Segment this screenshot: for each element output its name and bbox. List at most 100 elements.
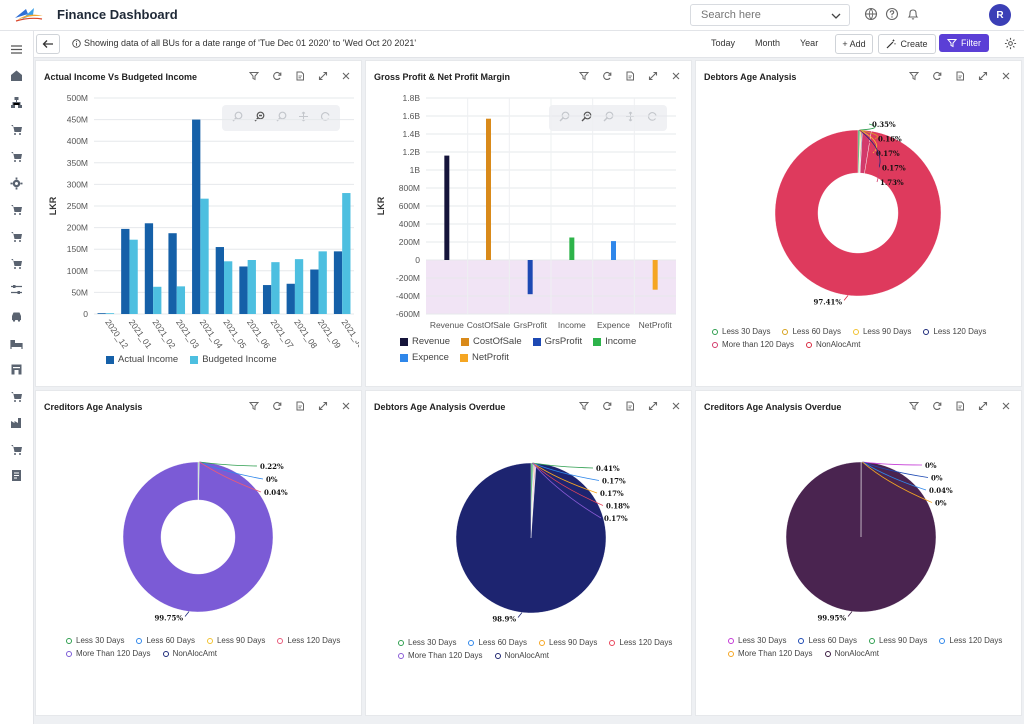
- legend-item[interactable]: Less 120 Days: [923, 327, 986, 336]
- legend-item[interactable]: More Than 120 Days: [66, 649, 151, 658]
- export-pdf-icon[interactable]: [293, 69, 307, 83]
- refresh-icon[interactable]: [270, 69, 284, 83]
- bed-icon[interactable]: [10, 337, 23, 350]
- refresh-icon[interactable]: [930, 69, 944, 83]
- filter-icon[interactable]: [577, 399, 591, 413]
- legend-item[interactable]: Less 30 Days: [398, 638, 456, 647]
- cart-icon[interactable]: [10, 123, 23, 136]
- legend-item[interactable]: More than 120 Days: [712, 340, 794, 349]
- close-icon[interactable]: [339, 399, 353, 413]
- month-button[interactable]: Month: [755, 38, 781, 48]
- org-chart-icon[interactable]: [10, 96, 23, 109]
- legend-label: Less 90 Days: [548, 638, 598, 647]
- bell-icon[interactable]: [906, 7, 920, 26]
- year-button[interactable]: Year: [800, 38, 819, 48]
- gear-icon[interactable]: [10, 177, 23, 190]
- export-pdf-icon[interactable]: [623, 399, 637, 413]
- legend-item[interactable]: Less 60 Days: [136, 636, 195, 645]
- expand-icon[interactable]: [316, 399, 330, 413]
- cart-icon[interactable]: [10, 230, 23, 243]
- legend-item[interactable]: CostOfSale: [461, 336, 522, 347]
- refresh-icon[interactable]: [600, 69, 614, 83]
- cart-icon[interactable]: [10, 390, 23, 403]
- legend-item[interactable]: Less 30 Days: [712, 327, 770, 336]
- app-logo[interactable]: [14, 6, 44, 27]
- creditors-age-donut: 0.22% 0% 0.04% 99.75%: [122, 461, 288, 622]
- debtors-overdue-pie: 0.41% 0.17% 0.17% 0.18% 0.17% 98.9%: [455, 462, 630, 623]
- add-button[interactable]: + Add: [835, 34, 873, 54]
- close-icon[interactable]: [999, 399, 1013, 413]
- panel-title: Gross Profit & Net Profit Margin: [374, 72, 511, 82]
- refresh-icon[interactable]: [600, 399, 614, 413]
- home-icon[interactable]: [10, 69, 23, 82]
- today-button[interactable]: Today: [711, 38, 736, 48]
- expand-icon[interactable]: [976, 69, 990, 83]
- filter-icon[interactable]: [907, 399, 921, 413]
- help-icon[interactable]: [885, 7, 899, 26]
- create-button[interactable]: Create: [878, 34, 936, 54]
- legend-item[interactable]: Revenue: [400, 336, 450, 347]
- legend-item[interactable]: Actual Income: [106, 354, 178, 365]
- filter-button[interactable]: Filter: [939, 34, 989, 52]
- legend-item[interactable]: Less 30 Days: [728, 636, 786, 645]
- pan-icon[interactable]: [298, 109, 309, 127]
- back-button[interactable]: [36, 34, 60, 54]
- cart-icon[interactable]: [10, 150, 23, 163]
- legend-item[interactable]: NetProfit: [459, 352, 509, 363]
- legend-item[interactable]: Less 90 Days: [868, 636, 927, 645]
- close-icon[interactable]: [669, 399, 683, 413]
- legend-item[interactable]: NonAlocAmt: [162, 649, 217, 658]
- legend-item[interactable]: Less 90 Days: [852, 327, 911, 336]
- export-pdf-icon[interactable]: [953, 399, 967, 413]
- chevron-down-icon[interactable]: [831, 8, 841, 26]
- store-icon[interactable]: [10, 363, 23, 376]
- expand-icon[interactable]: [316, 69, 330, 83]
- sliders-icon[interactable]: [10, 283, 23, 296]
- legend-item[interactable]: Less 60 Days: [782, 327, 841, 336]
- legend-item[interactable]: Expence: [400, 352, 449, 363]
- legend-item[interactable]: Less 60 Days: [468, 638, 527, 647]
- legend-item[interactable]: NonAlocAmt: [806, 340, 861, 349]
- legend-item[interactable]: Income: [593, 336, 636, 347]
- legend-item[interactable]: More Than 120 Days: [398, 651, 483, 660]
- legend-item[interactable]: Less 120 Days: [609, 638, 672, 647]
- expand-icon[interactable]: [646, 69, 660, 83]
- filter-icon[interactable]: [577, 69, 591, 83]
- close-icon[interactable]: [669, 69, 683, 83]
- legend-item[interactable]: Less 90 Days: [206, 636, 265, 645]
- expand-icon[interactable]: [646, 399, 660, 413]
- legend-item[interactable]: Less 60 Days: [798, 636, 857, 645]
- refresh-icon[interactable]: [930, 399, 944, 413]
- menu-icon[interactable]: [10, 43, 23, 56]
- cart-icon[interactable]: [10, 257, 23, 270]
- filter-icon[interactable]: [907, 69, 921, 83]
- search-box[interactable]: [690, 4, 850, 26]
- cart-icon[interactable]: [10, 203, 23, 216]
- car-icon[interactable]: [10, 310, 23, 323]
- legend-item[interactable]: NonAlocAmt: [824, 649, 879, 658]
- export-pdf-icon[interactable]: [623, 69, 637, 83]
- close-icon[interactable]: [999, 69, 1013, 83]
- factory-icon[interactable]: [10, 416, 23, 429]
- filter-icon[interactable]: [247, 399, 261, 413]
- report-icon[interactable]: [10, 469, 23, 482]
- legend-item[interactable]: NonAlocAmt: [494, 651, 549, 660]
- export-pdf-icon[interactable]: [953, 69, 967, 83]
- legend-item[interactable]: Budgeted Income: [190, 354, 277, 365]
- legend-item[interactable]: Less 90 Days: [538, 638, 598, 647]
- legend-item[interactable]: Less 120 Days: [939, 636, 1002, 645]
- legend-item[interactable]: More Than 120 Days: [728, 649, 813, 658]
- refresh-icon[interactable]: [270, 399, 284, 413]
- settings-gear-icon[interactable]: [1004, 37, 1017, 55]
- close-icon[interactable]: [339, 69, 353, 83]
- user-avatar[interactable]: R: [989, 4, 1011, 26]
- legend-item[interactable]: Less 30 Days: [66, 636, 124, 645]
- filter-icon[interactable]: [247, 69, 261, 83]
- legend-item[interactable]: Less 120 Days: [277, 636, 340, 645]
- legend-item[interactable]: GrsProfit: [532, 336, 582, 347]
- export-pdf-icon[interactable]: [293, 399, 307, 413]
- cart-icon[interactable]: [10, 443, 23, 456]
- search-input[interactable]: [699, 5, 831, 25]
- expand-icon[interactable]: [976, 399, 990, 413]
- globe-icon[interactable]: [864, 7, 878, 26]
